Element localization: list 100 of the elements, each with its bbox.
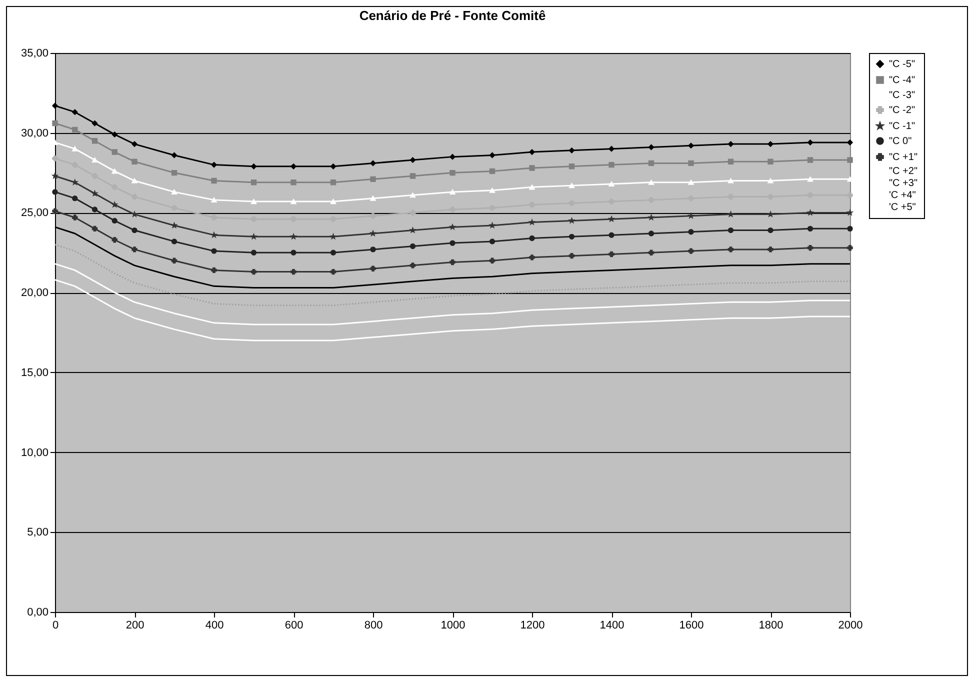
point [211, 197, 217, 202]
point [688, 142, 694, 148]
point [608, 162, 614, 168]
point [330, 250, 336, 256]
point [132, 227, 138, 234]
point [211, 267, 217, 274]
point [568, 183, 575, 188]
point [568, 252, 575, 259]
point [250, 180, 257, 186]
point [688, 248, 694, 254]
point [370, 266, 376, 272]
text: 'C +5" [889, 202, 916, 213]
y-tick-label: 30,00 [20, 127, 48, 140]
point [171, 258, 178, 264]
point [92, 226, 98, 232]
point [688, 160, 694, 166]
point [211, 178, 217, 184]
point [370, 246, 376, 252]
point [807, 226, 814, 232]
point [112, 218, 118, 224]
y-tick-label: 20,00 [20, 287, 48, 300]
point [112, 149, 118, 155]
x-tick-label: 2000 [838, 620, 863, 632]
point [728, 141, 734, 147]
point [250, 199, 257, 204]
point [450, 170, 456, 176]
point [330, 164, 336, 170]
text: 'C +4" [889, 190, 916, 201]
legend-label: "C 0" [889, 136, 912, 147]
legend-label: "C -2" [889, 105, 916, 116]
point [132, 211, 138, 217]
point [728, 158, 734, 164]
text: "C -3" [889, 90, 916, 101]
point [211, 162, 217, 168]
point [450, 259, 456, 266]
point [250, 268, 257, 275]
point [410, 210, 416, 216]
point [608, 232, 614, 238]
point [92, 206, 98, 212]
point [410, 192, 416, 198]
point [330, 199, 336, 204]
point [847, 226, 853, 232]
legend-label: "C -4" [889, 75, 916, 86]
x-tick-label: 1800 [758, 620, 784, 632]
point [529, 254, 535, 260]
x-tick-label: 200 [126, 620, 144, 632]
line-series [54, 263, 851, 326]
point [290, 180, 296, 186]
point [450, 189, 456, 194]
point [211, 248, 217, 254]
point [52, 120, 58, 126]
point [171, 152, 178, 158]
x-tick-label: 1000 [440, 620, 466, 632]
point [768, 227, 774, 234]
point [410, 243, 416, 250]
point [728, 246, 734, 252]
point [72, 214, 78, 220]
point [52, 102, 58, 109]
point [132, 141, 138, 147]
y-tick-label: 35,00 [20, 48, 48, 60]
y-tick-label: 5,00 [27, 526, 48, 539]
point [529, 165, 535, 171]
point [171, 170, 178, 176]
point [807, 157, 814, 163]
point [648, 144, 654, 150]
point [807, 140, 814, 146]
point [568, 148, 575, 154]
legend-label: "C -1" [889, 121, 916, 132]
point [688, 229, 694, 235]
x-tick-label: 400 [205, 620, 224, 632]
point [92, 138, 98, 144]
point [489, 258, 496, 264]
point [92, 157, 98, 163]
point [72, 196, 78, 202]
point [52, 189, 58, 195]
point [608, 251, 614, 258]
point [211, 214, 217, 220]
point [370, 160, 376, 166]
point [330, 268, 336, 275]
y-tick-label: 25,00 [20, 207, 48, 220]
point [132, 246, 138, 252]
x-tick-label: 1400 [600, 620, 624, 632]
x-tick-label: 800 [364, 620, 383, 632]
point [290, 199, 296, 204]
point [847, 157, 853, 163]
point [290, 164, 296, 170]
point [370, 176, 376, 182]
point [410, 173, 416, 179]
point [72, 126, 78, 133]
point [450, 154, 456, 160]
point [807, 245, 814, 251]
point [112, 237, 118, 243]
point [768, 178, 774, 184]
point [450, 240, 456, 246]
point [290, 268, 296, 275]
point [648, 160, 654, 166]
text: "C +2" [889, 166, 918, 177]
y-tick-label: 15,00 [20, 366, 48, 379]
point [568, 234, 575, 240]
point [132, 158, 138, 164]
